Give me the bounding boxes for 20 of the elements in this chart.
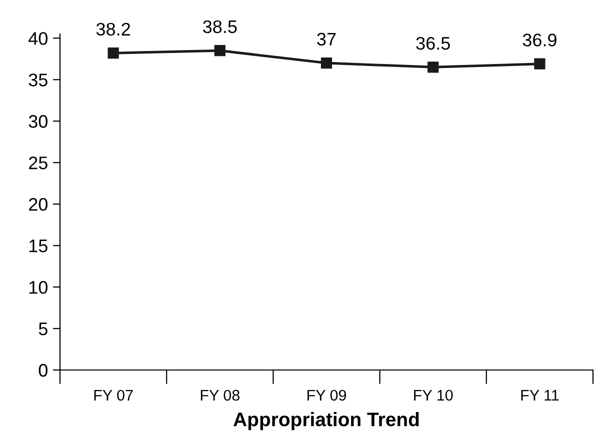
data-label: 38.2	[96, 22, 130, 36]
x-axis-title: Appropriation Trend	[234, 412, 419, 430]
data-label: 37	[317, 32, 336, 46]
data-label: 36.5	[416, 36, 450, 50]
y-tick-label: 40	[28, 32, 48, 45]
x-tick-label: FY 07	[94, 390, 133, 401]
y-tick-label: 35	[28, 74, 48, 86]
x-tick-label: FY 08	[200, 390, 240, 401]
y-tick-label: 20	[29, 198, 48, 211]
y-tick-label: 30	[28, 115, 48, 128]
y-tick-label: 0	[38, 364, 48, 377]
y-tick-label: 15	[29, 240, 48, 252]
y-tick-label: 5	[38, 322, 48, 336]
y-tick-label: 10	[29, 280, 48, 294]
x-tick-label: FY 09	[308, 390, 346, 401]
data-label: 36.9	[522, 34, 556, 46]
data-label: 38.5	[203, 20, 237, 34]
x-tick-label: FY 11	[521, 390, 559, 401]
y-tick-label: 25	[29, 156, 48, 170]
x-tick-label: FY 10	[414, 390, 453, 401]
